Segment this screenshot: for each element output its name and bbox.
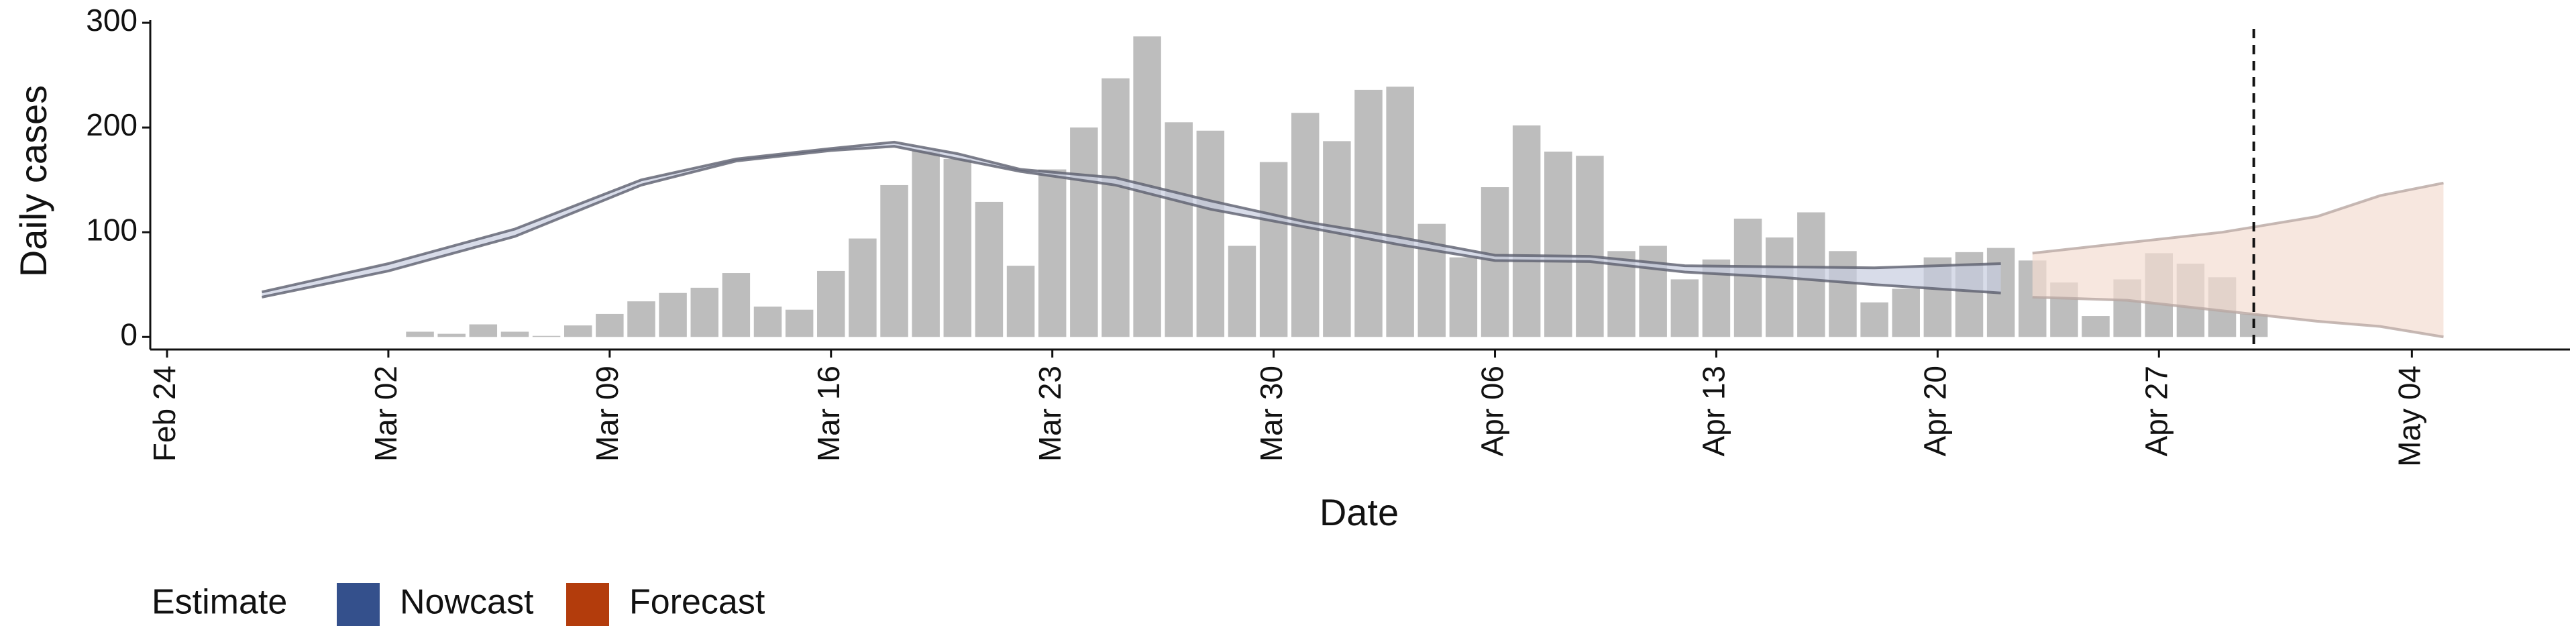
x-tick-label: Mar 16 xyxy=(811,366,846,462)
bar xyxy=(1228,246,1256,337)
legend-swatch xyxy=(566,583,609,626)
bar xyxy=(849,238,877,337)
bar xyxy=(1259,162,1288,337)
bar xyxy=(1386,87,1414,337)
bar xyxy=(1038,169,1067,337)
bar xyxy=(817,270,845,337)
bar xyxy=(880,184,908,337)
legend-label: Forecast xyxy=(629,583,765,622)
bar xyxy=(532,335,561,337)
bar xyxy=(596,313,624,337)
bar xyxy=(1576,156,1604,337)
y-tick-label: 300 xyxy=(86,3,138,38)
bar xyxy=(1860,302,1888,337)
bar xyxy=(722,273,751,337)
band xyxy=(262,142,2001,297)
bar xyxy=(627,301,655,337)
bar xyxy=(469,324,498,337)
bar xyxy=(437,333,466,337)
bar xyxy=(659,292,687,337)
x-tick-label: May 04 xyxy=(2392,366,2426,467)
bar xyxy=(1102,78,1130,337)
bar xyxy=(1765,237,1794,337)
bar xyxy=(753,307,782,337)
bar xyxy=(1481,187,1509,337)
band-edge xyxy=(2032,295,2444,339)
legend-swatch xyxy=(337,583,380,626)
x-tick-label: Apr 20 xyxy=(1918,366,1953,457)
x-tick-label: Mar 02 xyxy=(368,366,403,462)
x-tick-label: Apr 06 xyxy=(1475,366,1510,457)
band xyxy=(2032,182,2444,337)
bar xyxy=(564,325,592,337)
y-axis-title: Daily cases xyxy=(12,85,54,277)
bar xyxy=(690,287,718,337)
x-axis-title: Date xyxy=(1320,491,1399,533)
bar xyxy=(1196,130,1225,337)
x-tick-label: Mar 23 xyxy=(1032,366,1067,462)
bar xyxy=(943,158,972,337)
bar xyxy=(1733,218,1762,337)
bar xyxy=(500,331,529,337)
bar xyxy=(912,150,940,337)
bar xyxy=(1639,246,1667,337)
bar xyxy=(1006,266,1035,337)
bar xyxy=(406,331,434,337)
bar xyxy=(1449,257,1478,337)
bar xyxy=(1354,89,1383,337)
x-tick-label: Feb 24 xyxy=(147,366,182,462)
bar xyxy=(1165,122,1193,337)
legend-label: Nowcast xyxy=(400,583,534,622)
bar xyxy=(1670,279,1699,337)
x-tick-label: Apr 13 xyxy=(1697,366,1731,457)
bar xyxy=(1544,151,1572,337)
bar xyxy=(785,309,814,337)
bar xyxy=(1070,127,1098,337)
x-tick-label: Apr 27 xyxy=(2139,366,2174,457)
band-edge xyxy=(2032,181,2444,255)
band-edge xyxy=(261,140,2001,294)
legend-title: Estimate xyxy=(152,583,287,622)
y-tick-label: 100 xyxy=(86,212,138,247)
bar xyxy=(975,201,1004,337)
bar xyxy=(2082,316,2110,337)
bar xyxy=(1512,125,1541,337)
y-tick-label: 0 xyxy=(120,317,138,352)
y-tick-label: 200 xyxy=(86,107,138,142)
bar xyxy=(1892,288,1920,337)
x-tick-label: Mar 30 xyxy=(1254,366,1289,462)
x-tick-label: Mar 09 xyxy=(590,366,625,462)
band-edge xyxy=(261,145,2001,299)
bar xyxy=(1323,141,1351,337)
bar xyxy=(1829,251,1857,337)
